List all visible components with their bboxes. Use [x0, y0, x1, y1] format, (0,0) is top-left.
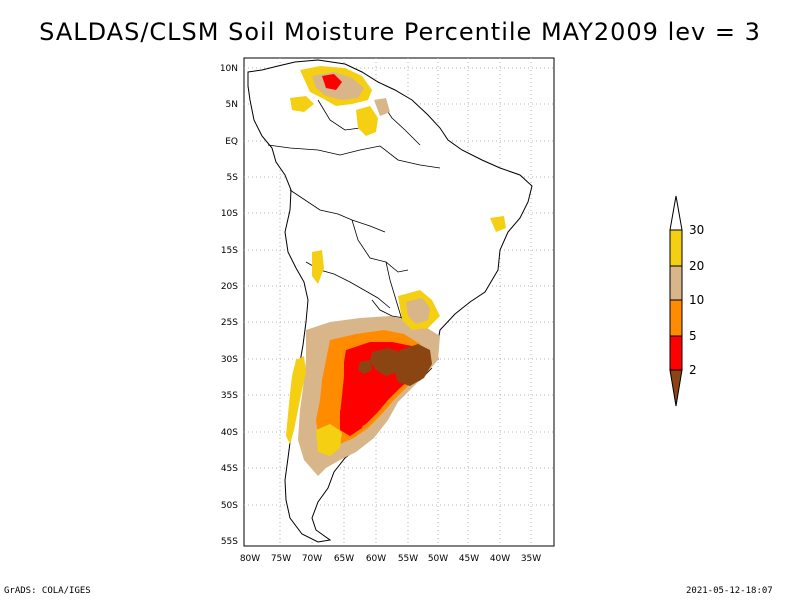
colorbar-label: 20 [689, 259, 704, 273]
lat-tick-label: 55S [221, 537, 238, 547]
moisture-patch [322, 74, 342, 90]
moisture-patch [316, 424, 342, 456]
lat-tick-label: 40S [221, 428, 238, 438]
latitude-axis: 10N 5N EQ 5S 10S 15S 20S 25S 30S 35S 40S… [220, 64, 238, 547]
colorbar-label: 5 [689, 329, 697, 343]
moisture-patch [290, 96, 314, 112]
soil-moisture-field [286, 66, 506, 476]
lat-tick-label: 20S [221, 282, 238, 292]
footer-timestamp: 2021-05-12-18:07 [686, 586, 773, 596]
lon-tick-label: 40W [490, 554, 510, 564]
colorbar-label: 2 [689, 363, 697, 377]
moisture-patch [406, 298, 430, 324]
lon-tick-label: 70W [302, 554, 322, 564]
lon-tick-label: 35W [521, 554, 541, 564]
moisture-patch [358, 360, 372, 374]
longitude-axis: 80W 75W 70W 65W 60W 55W 50W 45W 40W 35W [240, 554, 541, 564]
lon-tick-label: 75W [271, 554, 291, 564]
colorbar-label: 10 [689, 293, 704, 307]
lat-tick-label: 30S [221, 355, 238, 365]
colorbar-label: 30 [689, 223, 704, 237]
moisture-patch [356, 106, 378, 136]
moisture-patch [286, 356, 306, 444]
lat-tick-label: 10N [220, 64, 238, 74]
lat-tick-label: 15S [221, 246, 238, 256]
moisture-patch [490, 216, 506, 232]
moisture-patch [394, 344, 432, 386]
colorbar-segment-20-30 [669, 229, 683, 267]
lat-tick-label: 5N [226, 100, 238, 110]
colorbar: 30 20 10 5 2 [669, 195, 704, 407]
colorbar-segment-10-20 [669, 265, 683, 301]
lon-tick-label: 60W [366, 554, 386, 564]
moisture-patch [340, 404, 366, 436]
lon-tick-label: 55W [398, 554, 418, 564]
colorbar-segment-2-5 [669, 335, 683, 371]
lon-tick-label: 45W [459, 554, 479, 564]
lat-tick-label: EQ [225, 137, 238, 147]
moisture-patch [374, 98, 390, 116]
lat-tick-label: 5S [227, 173, 239, 183]
footer-credit: GrADS: COLA/IGES [4, 586, 91, 596]
lat-tick-label: 45S [221, 464, 238, 474]
lon-tick-label: 65W [334, 554, 354, 564]
lat-tick-label: 10S [221, 209, 238, 219]
lat-tick-label: 50S [221, 501, 238, 511]
lon-tick-label: 50W [428, 554, 448, 564]
colorbar-bottom-arrow [669, 369, 683, 407]
lat-tick-label: 25S [221, 318, 238, 328]
lat-tick-label: 35S [221, 391, 238, 401]
colorbar-segment-5-10 [669, 299, 683, 337]
lon-tick-label: 80W [240, 554, 260, 564]
colorbar-top-arrow [669, 195, 683, 231]
moisture-patch [312, 250, 324, 284]
map-title: SALDAS/CLSM Soil Moisture Percentile MAY… [39, 18, 761, 46]
